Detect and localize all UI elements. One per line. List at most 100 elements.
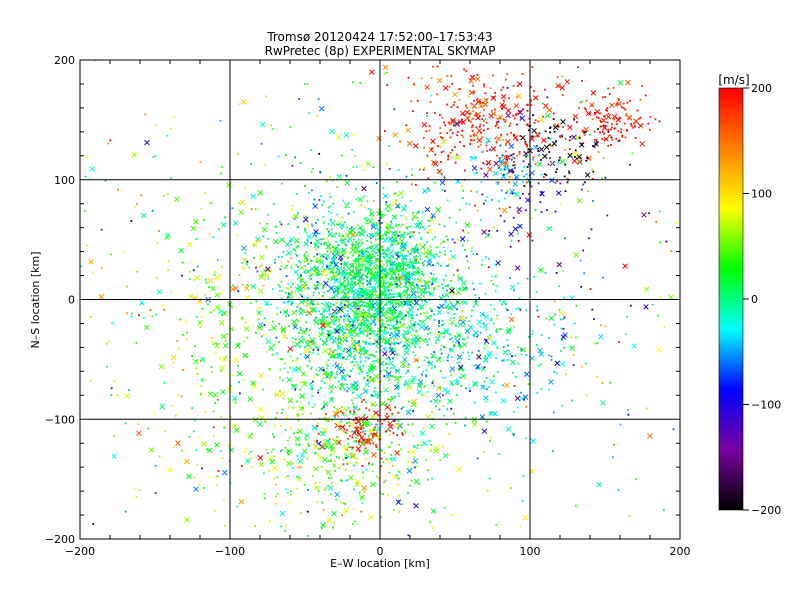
- scatter-point: [373, 359, 376, 362]
- scatter-point: [336, 435, 339, 438]
- scatter-cross: [361, 185, 367, 192]
- scatter-point: [378, 208, 381, 211]
- scatter-point: [85, 156, 88, 159]
- scatter-point: [373, 429, 376, 431]
- scatter-point: [334, 320, 336, 322]
- scatter-point: [441, 136, 444, 139]
- scatter-point: [324, 305, 327, 308]
- scatter-point: [450, 106, 453, 108]
- scatter-point: [339, 388, 342, 391]
- scatter-point: [436, 262, 439, 264]
- scatter-point: [297, 419, 300, 422]
- scatter-cross: [422, 188, 428, 194]
- scatter-point: [413, 445, 415, 447]
- scatter-point: [308, 112, 311, 114]
- scatter-point: [381, 321, 384, 324]
- scatter-point: [564, 149, 567, 151]
- scatter-point: [468, 358, 470, 361]
- scatter-point: [307, 443, 309, 445]
- scatter-point: [353, 364, 356, 366]
- scatter-point: [367, 421, 369, 423]
- scatter-point: [339, 421, 342, 423]
- scatter-cross: [656, 347, 662, 353]
- scatter-point: [333, 376, 336, 379]
- scatter-point: [423, 244, 426, 246]
- scatter-point: [418, 366, 420, 369]
- scatter-cross: [559, 85, 565, 91]
- scatter-cross: [340, 271, 346, 278]
- scatter-point: [575, 504, 577, 507]
- scatter-point: [298, 332, 300, 335]
- scatter-point: [218, 228, 220, 231]
- scatter-point: [403, 383, 406, 386]
- scatter-point: [537, 182, 540, 185]
- scatter-point: [469, 390, 471, 392]
- scatter-point: [439, 348, 442, 351]
- scatter-point: [344, 221, 347, 223]
- scatter-point: [278, 341, 280, 343]
- scatter-point: [199, 161, 202, 163]
- scatter-point: [304, 299, 307, 302]
- colorbar-tick-label: −100: [751, 399, 781, 412]
- scatter-point: [297, 304, 300, 307]
- scatter-point: [532, 114, 534, 117]
- scatter-point: [276, 492, 279, 495]
- scatter-point: [330, 397, 333, 400]
- scatter-cross: [413, 357, 419, 363]
- scatter-point: [349, 410, 352, 413]
- scatter-point: [213, 273, 216, 276]
- scatter-cross: [433, 448, 439, 455]
- scatter-point: [287, 287, 290, 290]
- scatter-point: [451, 514, 454, 516]
- scatter-cross: [464, 222, 471, 228]
- scatter-cross: [519, 115, 525, 121]
- scatter-point: [350, 354, 352, 357]
- scatter-point: [549, 137, 552, 140]
- scatter-point: [511, 169, 514, 172]
- scatter-point: [334, 232, 337, 235]
- scatter-point: [363, 263, 366, 266]
- scatter-point: [599, 324, 602, 327]
- scatter-point: [570, 345, 572, 348]
- scatter-cross: [244, 285, 250, 291]
- scatter-cross: [269, 459, 276, 465]
- scatter-cross: [416, 389, 423, 395]
- scatter-point: [265, 95, 268, 98]
- scatter-cross: [584, 172, 591, 178]
- scatter-point: [358, 251, 361, 254]
- scatter-point: [299, 261, 302, 264]
- scatter-point: [275, 225, 278, 228]
- scatter-point: [372, 434, 374, 437]
- scatter-point: [359, 233, 362, 235]
- scatter-point: [441, 287, 444, 289]
- scatter-point: [397, 292, 399, 295]
- scatter-point: [221, 265, 224, 268]
- scatter-point: [337, 380, 340, 383]
- scatter-point: [389, 302, 392, 305]
- scatter-point: [563, 316, 566, 319]
- scatter-point: [470, 250, 473, 253]
- scatter-point: [320, 270, 323, 272]
- scatter-point: [306, 365, 309, 367]
- scatter-point: [476, 114, 478, 116]
- scatter-cross: [324, 253, 331, 259]
- scatter-point: [208, 286, 210, 289]
- scatter-point: [443, 240, 446, 243]
- scatter-point: [383, 233, 386, 235]
- scatter-point: [511, 371, 514, 374]
- scatter-point: [559, 135, 562, 137]
- scatter-point: [395, 225, 398, 228]
- scatter-point: [396, 387, 399, 390]
- scatter-point: [361, 371, 364, 374]
- scatter-point: [354, 259, 357, 262]
- scatter-point: [367, 301, 370, 304]
- scatter-cross: [491, 340, 497, 346]
- scatter-point: [398, 224, 400, 226]
- scatter-point: [330, 315, 333, 317]
- scatter-cross: [334, 491, 340, 498]
- scatter-point: [411, 272, 413, 275]
- scatter-cross: [391, 332, 397, 339]
- scatter-point: [375, 222, 378, 224]
- scatter-point: [352, 355, 355, 358]
- scatter-point: [475, 126, 478, 129]
